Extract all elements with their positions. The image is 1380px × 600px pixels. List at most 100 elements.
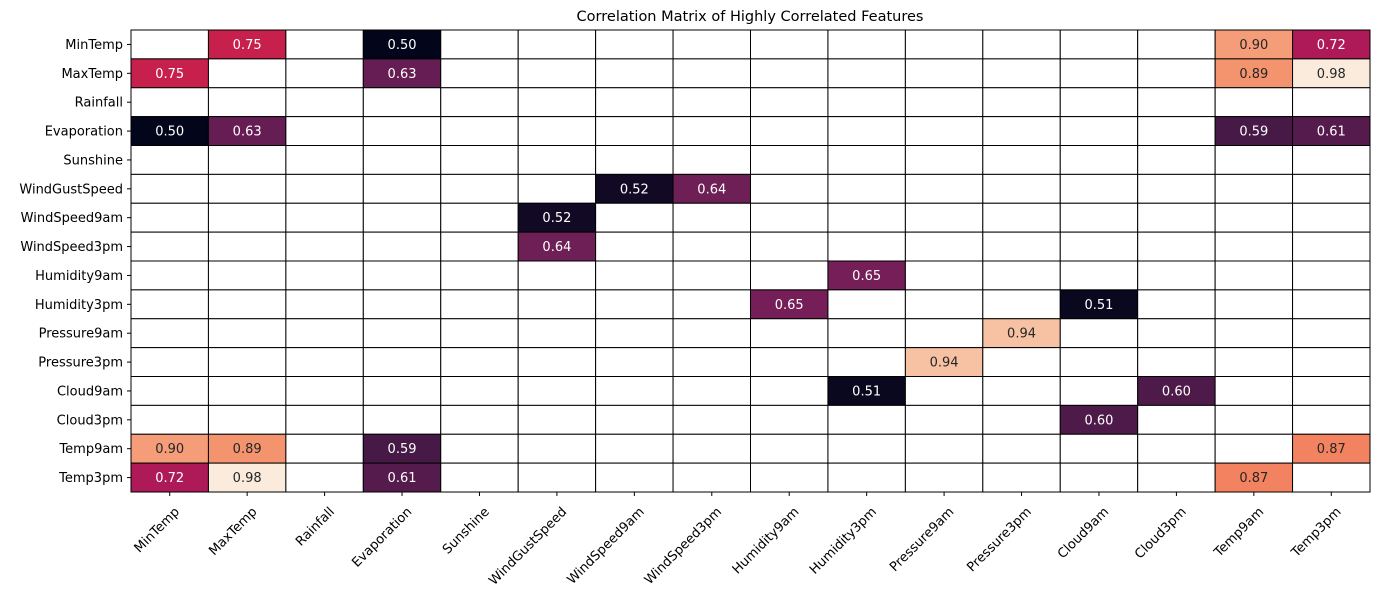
heatmap-cell — [207, 145, 287, 175]
heatmap-cell — [285, 433, 364, 464]
heatmap-cell — [362, 462, 442, 493]
heatmap-cell — [517, 433, 597, 464]
y-axis-ticks: MinTemp MaxTemp Rainfall Evaporation Sunshin… — [19, 38, 131, 486]
y-tick-label: Temp9am — [58, 442, 123, 457]
heatmap-cell — [750, 289, 829, 320]
heatmap-cell — [440, 260, 519, 291]
heatmap-cell — [1059, 433, 1139, 464]
cell-value-label: 0.50 — [388, 38, 417, 53]
heatmap-cell — [982, 376, 1061, 406]
heatmap-cell — [1214, 173, 1294, 204]
cell-value-label: 0.51 — [1084, 298, 1113, 313]
heatmap-cell — [1214, 347, 1294, 378]
heatmap-cell — [440, 87, 519, 118]
heatmap-cell — [672, 29, 751, 60]
heatmap-cell — [440, 173, 519, 204]
heatmap-cell — [827, 376, 906, 406]
heatmap-cell — [207, 231, 287, 262]
heatmap-cell — [1292, 318, 1371, 349]
heatmap-cell — [904, 29, 984, 60]
heatmap-cell — [1292, 289, 1371, 320]
heatmap-cell — [517, 58, 597, 89]
x-tick-label: Cloud9am — [1055, 505, 1112, 562]
heatmap-cell — [1059, 318, 1139, 349]
heatmap-cell — [827, 145, 906, 175]
x-tick-label: MaxTemp — [206, 505, 260, 559]
heatmap-cell — [517, 29, 597, 60]
heatmap-cell — [207, 87, 287, 118]
heatmap-cell — [750, 260, 829, 291]
heatmap-cell — [130, 289, 209, 320]
heatmap-cell — [517, 376, 597, 406]
heatmap-cell — [285, 376, 364, 406]
heatmap-cell — [827, 433, 906, 464]
heatmap-cell — [750, 58, 829, 89]
cell-value-label: 0.94 — [930, 356, 959, 371]
y-tick-label: Humidity3pm — [35, 298, 123, 313]
heatmap-cell — [904, 87, 984, 118]
y-tick-label: Pressure9am — [39, 327, 123, 342]
heatmap-cell — [827, 173, 906, 204]
heatmap-cell — [827, 318, 906, 349]
heatmap-cell — [207, 202, 287, 233]
heatmap-cell — [827, 231, 906, 262]
heatmap-cell — [1137, 145, 1216, 175]
cell-value-label: 0.90 — [1239, 38, 1268, 53]
heatmap-cell — [982, 318, 1061, 349]
heatmap-cell — [750, 347, 829, 378]
cell-value-label: 0.87 — [1239, 471, 1268, 486]
heatmap-cell — [595, 404, 674, 435]
x-tick-label: Humidity9am — [730, 505, 803, 578]
cell-value-label: 0.63 — [388, 67, 417, 82]
heatmap-cell — [1292, 260, 1371, 291]
heatmap-cell — [827, 29, 906, 60]
heatmap-cell — [982, 87, 1061, 118]
heatmap-cell — [130, 87, 209, 118]
heatmap-cell — [750, 231, 829, 262]
y-tick-label: Evaporation — [45, 125, 123, 140]
heatmap-cell — [750, 116, 829, 147]
heatmap-cell — [595, 433, 674, 464]
y-tick-label: WindGustSpeed — [19, 182, 123, 197]
heatmap-cell — [595, 231, 674, 262]
heatmap-cell — [982, 231, 1061, 262]
x-tick-label: Rainfall — [293, 505, 338, 550]
heatmap-cell — [904, 376, 984, 406]
heatmap-cell — [207, 404, 287, 435]
heatmap-cell — [1214, 404, 1294, 435]
heatmap-cell — [285, 462, 364, 493]
heatmap-cell — [672, 318, 751, 349]
x-tick-label: Temp9am — [1211, 505, 1267, 561]
heatmap-cell — [750, 145, 829, 175]
cell-value-label: 0.94 — [1007, 327, 1036, 342]
heatmap-cell — [904, 289, 984, 320]
heatmap-cell — [517, 318, 597, 349]
heatmap-cell — [130, 29, 209, 60]
heatmap-cell — [1137, 58, 1216, 89]
heatmap-cell — [672, 116, 751, 147]
heatmap-cell — [362, 173, 442, 204]
y-tick-label: Cloud9am — [57, 384, 123, 399]
y-tick-label: Cloud3pm — [57, 413, 123, 428]
x-tick-label: WindSpeed3pm — [642, 505, 725, 588]
heatmap-cell — [1214, 289, 1294, 320]
heatmap-cell — [130, 173, 209, 204]
heatmap-cell — [285, 231, 364, 262]
heatmap-cell — [1292, 376, 1371, 406]
heatmap-cell — [1137, 347, 1216, 378]
heatmap-cell — [130, 376, 209, 406]
heatmap-cell — [982, 202, 1061, 233]
heatmap-cell — [1059, 116, 1139, 147]
heatmap-cell — [362, 433, 442, 464]
chart-title: Correlation Matrix of Highly Correlated … — [577, 9, 924, 25]
heatmap-cell — [130, 145, 209, 175]
heatmap-cell — [285, 202, 364, 233]
heatmap-cell — [1059, 289, 1139, 320]
heatmap-cell — [827, 289, 906, 320]
heatmap-cell — [672, 202, 751, 233]
y-tick-label: MaxTemp — [61, 67, 123, 82]
heatmap-cell — [672, 347, 751, 378]
heatmap-cell — [285, 347, 364, 378]
x-axis-ticks: MinTemp MaxTemp Rainfall Evaporation Sunshin… — [132, 492, 1345, 589]
heatmap-cell — [207, 58, 287, 89]
